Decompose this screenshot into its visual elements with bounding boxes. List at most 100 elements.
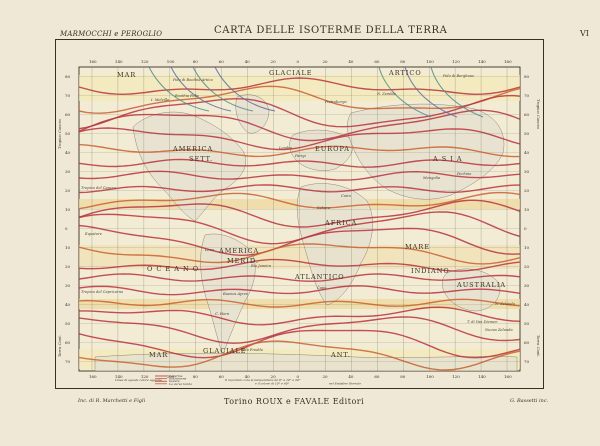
longitude-label-top: 0 bbox=[297, 59, 300, 64]
isotherm-line bbox=[79, 109, 520, 142]
longitude-label-top: 80 bbox=[400, 59, 406, 64]
isotherm-line bbox=[79, 316, 520, 344]
latitude-label-right: 60 bbox=[524, 340, 530, 345]
isotherm-line bbox=[79, 298, 520, 308]
latitude-label-right: 70 bbox=[524, 93, 530, 98]
isotherm-line bbox=[79, 85, 520, 114]
longitude-label-top: 40 bbox=[245, 59, 251, 64]
latitude-label-right: 50 bbox=[524, 131, 530, 136]
longitude-label-bottom: 20 bbox=[271, 374, 277, 379]
longitude-label-bottom: 0 bbox=[297, 374, 300, 379]
latitude-label-left: 60 bbox=[65, 112, 71, 117]
region-label: O C E A N O bbox=[147, 265, 199, 273]
longitude-label-top: 100 bbox=[167, 59, 175, 64]
longitude-label-top: 60 bbox=[219, 59, 225, 64]
region-label: AMERICA bbox=[218, 247, 259, 255]
publisher-credit: Torino ROUX e FAVALE Editori bbox=[224, 397, 365, 406]
place-label: Rio Janeiro bbox=[250, 264, 272, 268]
isotherm-line bbox=[79, 340, 520, 371]
latitude-label-left: 40 bbox=[65, 150, 71, 155]
longitude-label-top: 140 bbox=[115, 59, 123, 64]
isotherm-line bbox=[79, 143, 520, 158]
place-label: Cairo bbox=[341, 194, 352, 198]
longitude-label-bottom: 100 bbox=[426, 374, 434, 379]
artist-credit: G. Bassetti inc. bbox=[510, 398, 549, 404]
latitude-label-right: 40 bbox=[524, 150, 530, 155]
isotherm-line bbox=[79, 184, 520, 194]
side-label-left: Tropico Cancro bbox=[57, 119, 62, 149]
place-label: N. Zelanda bbox=[494, 302, 515, 306]
region-label: ATLANTICO bbox=[294, 273, 345, 281]
isochimene-line bbox=[378, 67, 432, 118]
longitude-label-bottom: 80 bbox=[193, 374, 199, 379]
longitude-label-top: 20 bbox=[322, 59, 328, 64]
longitude-label-bottom: 40 bbox=[348, 374, 354, 379]
map-title: CARTA DELLE ISOTERME DELLA TERRA bbox=[214, 25, 448, 36]
longitude-label-top: 100 bbox=[426, 59, 434, 64]
latitude-label-left: 20 bbox=[65, 264, 71, 269]
longitude-label-bottom: 40 bbox=[245, 374, 251, 379]
latitude-label-right: 10 bbox=[524, 207, 530, 212]
region-label: GLACIALE bbox=[269, 69, 313, 77]
longitude-label-top: 160 bbox=[504, 59, 512, 64]
isotherm-map: MAR GLACIALE ARTICO AMERICA SETT. EUROPA A S I… bbox=[55, 39, 544, 389]
longitude-label-bottom: 120 bbox=[141, 374, 149, 379]
region-label: MAR bbox=[117, 71, 136, 79]
longitude-label-top: 140 bbox=[478, 59, 486, 64]
longitude-label-bottom: 80 bbox=[400, 374, 406, 379]
latitude-label-left: 10 bbox=[65, 245, 71, 250]
isotherm-line bbox=[79, 170, 520, 181]
region-label: MARE bbox=[405, 243, 430, 251]
longitude-label-bottom: 160 bbox=[89, 374, 97, 379]
legend-note: e il colore di 10° e 40° bbox=[255, 382, 290, 386]
place-label: T. di Van Diemen bbox=[467, 320, 498, 324]
isotherm-line bbox=[79, 77, 520, 96]
place-label: Tropico del Cancro bbox=[81, 186, 117, 190]
longitude-label-bottom: 20 bbox=[322, 374, 328, 379]
latitude-label-right: 10 bbox=[524, 245, 530, 250]
place-label: C. Horn bbox=[215, 312, 230, 316]
latitude-label-right: 20 bbox=[524, 188, 530, 193]
isochimene-line bbox=[192, 67, 254, 112]
region-label: SETT. bbox=[189, 155, 213, 163]
legend-entry: Linee di eguale calore agguale bbox=[114, 378, 162, 382]
legend-entry: Isoterme bbox=[168, 374, 183, 378]
isotherm-line bbox=[79, 191, 520, 210]
region-label: AMERICA bbox=[172, 145, 213, 153]
isotherm-line bbox=[79, 243, 520, 265]
place-label: Pechino bbox=[456, 172, 472, 176]
place-label: Polo di Berghaus bbox=[442, 74, 474, 78]
latitude-label-left: 50 bbox=[65, 321, 71, 326]
place-label: Lima bbox=[204, 248, 214, 252]
latitude-label-left: 0 bbox=[65, 226, 68, 231]
region-label: EUROPA bbox=[315, 145, 350, 153]
isotherm-line bbox=[79, 258, 520, 272]
isochimene-line bbox=[214, 67, 276, 112]
side-label-left: Terra Cont. bbox=[57, 335, 62, 357]
legend-note: Il raportato cola la temperatura dà 0° e… bbox=[224, 378, 301, 382]
place-label: Polo di Boothia Artico bbox=[172, 78, 214, 82]
place-label: Equatore bbox=[84, 232, 102, 236]
map-legend: Linee di eguale calore agguale IsotermeIs… bbox=[114, 374, 361, 386]
latitude-label-right: 50 bbox=[524, 321, 530, 326]
longitude-label-bottom: 100 bbox=[167, 374, 175, 379]
latitude-label-left: 70 bbox=[65, 93, 71, 98]
place-label: Parigi bbox=[294, 154, 306, 158]
place-label: Boothia Felix bbox=[174, 94, 199, 98]
longitude-label-top: 120 bbox=[141, 59, 149, 64]
africa-land bbox=[296, 183, 373, 306]
place-label: Tropico del Capricorno bbox=[81, 290, 124, 294]
isotherm-lines bbox=[79, 67, 520, 371]
longitude-label-bottom: 120 bbox=[452, 374, 460, 379]
region-label: A S I A bbox=[432, 155, 463, 163]
latitude-label-left: 10 bbox=[65, 207, 71, 212]
isochimene-line bbox=[170, 67, 232, 112]
map-frame: MAR GLACIALE ARTICO AMERICA SETT. EUROPA A S I… bbox=[55, 39, 544, 389]
latitude-label-right: 60 bbox=[524, 112, 530, 117]
isotherm-line bbox=[79, 224, 520, 257]
side-label-right: Tropico Cancro bbox=[536, 99, 541, 129]
author-header: MARMOCCHI e PEROGLIO bbox=[60, 30, 163, 38]
isochimene-line bbox=[404, 67, 458, 118]
longitude-label-bottom: 160 bbox=[504, 374, 512, 379]
longitude-label-top: 160 bbox=[89, 59, 97, 64]
